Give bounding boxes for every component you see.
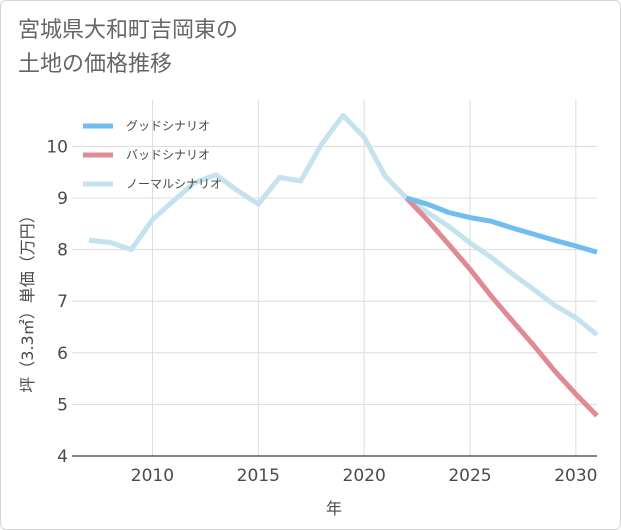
y-tick-label: 7 xyxy=(57,292,68,312)
series-line-good xyxy=(405,195,598,255)
legend-label-good: グッドシナリオ xyxy=(126,119,210,133)
y-tick-label: 4 xyxy=(57,447,68,467)
x-tick-label: 2020 xyxy=(343,466,386,486)
series-line-bad xyxy=(404,196,599,418)
y-tick-label: 9 xyxy=(57,189,68,209)
series-line-normal xyxy=(88,113,599,337)
x-tick-labels: 2010 2015 2020 2025 2030 xyxy=(131,466,598,486)
y-axis-label: 坪（3.3㎡）単価（万円） xyxy=(18,207,37,392)
y-tick-label: 6 xyxy=(57,344,68,364)
chart-title-line-2: 土地の価格推移 xyxy=(18,52,173,77)
x-tick-label: 2015 xyxy=(237,466,280,486)
x-tick-label: 2010 xyxy=(131,466,174,486)
grid-lines xyxy=(72,100,597,456)
y-tick-label: 10 xyxy=(46,137,68,157)
chart-title: 宮城県大和町吉岡東の 土地の価格推移 xyxy=(18,14,238,82)
legend-label-bad: バッドシナリオ xyxy=(126,148,210,162)
x-axis-label: 年 xyxy=(326,499,342,518)
legend-label-normal: ノーマルシナリオ xyxy=(126,177,222,191)
y-tick-labels: 4 5 6 7 8 9 10 xyxy=(46,137,68,467)
x-tick-label: 2030 xyxy=(554,466,597,486)
y-tick-label: 5 xyxy=(57,395,68,415)
x-tick-label: 2025 xyxy=(448,466,491,486)
series-lines xyxy=(88,113,599,418)
y-tick-label: 8 xyxy=(57,241,68,261)
chart-title-line-1: 宮城県大和町吉岡東の xyxy=(18,18,239,43)
